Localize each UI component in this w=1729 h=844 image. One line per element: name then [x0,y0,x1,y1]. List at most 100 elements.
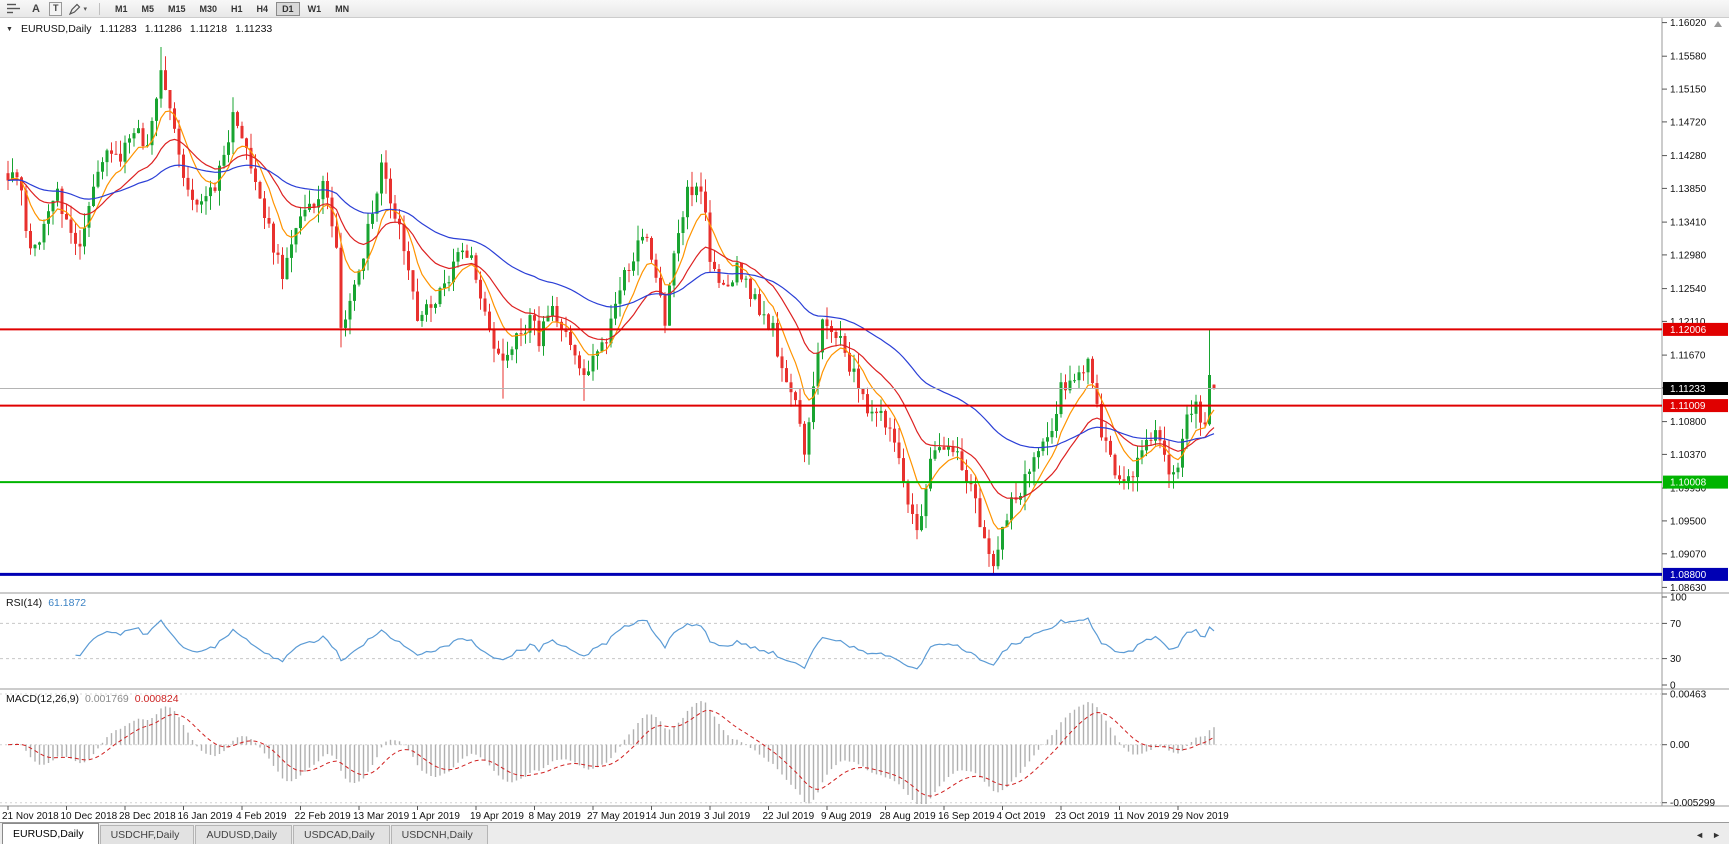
svg-text:1.12006: 1.12006 [1670,325,1707,336]
svg-text:4 Feb 2019: 4 Feb 2019 [236,811,287,822]
price-tag-1.08800: 1.08800 [1663,567,1728,581]
chevron-down-icon: ▾ [83,5,87,13]
svg-text:4 Oct 2019: 4 Oct 2019 [997,811,1046,822]
svg-text:16 Jan 2019: 16 Jan 2019 [178,811,233,822]
macd-label: MACD(12,26,9) 0.001769 0.000824 [6,693,179,705]
svg-text:1.11670: 1.11670 [1670,351,1706,362]
macd-signal-value: 0.000824 [134,693,179,705]
svg-text:1.12110: 1.12110 [1670,317,1706,328]
timeframe-button-m1[interactable]: M1 [109,2,134,16]
chart-tab-audusd[interactable]: AUDUSD,Daily [195,825,293,844]
svg-text:21 Nov 2018: 21 Nov 2018 [2,811,59,822]
svg-text:30: 30 [1670,654,1682,665]
svg-text:23 Oct 2019: 23 Oct 2019 [1055,811,1110,822]
svg-text:28 Dec 2018: 28 Dec 2018 [119,811,176,822]
tab-scroll-left-icon[interactable]: ◄ [1695,830,1705,840]
svg-text:1.15150: 1.15150 [1670,85,1707,96]
low-value: 1.11218 [189,23,228,35]
svg-text:1.13850: 1.13850 [1670,184,1707,195]
svg-text:28 Aug 2019: 28 Aug 2019 [880,811,937,822]
svg-text:8 May 2019: 8 May 2019 [529,811,582,822]
high-value: 1.11286 [144,23,182,35]
svg-text:14 Jun 2019: 14 Jun 2019 [646,811,701,822]
timeframe-button-mn[interactable]: MN [329,2,355,16]
svg-text:1.12540: 1.12540 [1670,284,1707,295]
timeframe-button-m15[interactable]: M15 [162,2,192,16]
svg-text:1.10800: 1.10800 [1670,417,1707,428]
timeframe-button-m30[interactable]: M30 [194,2,224,16]
svg-text:29 Nov 2019: 29 Nov 2019 [1172,811,1229,822]
svg-text:1.09930: 1.09930 [1670,484,1707,495]
svg-text:27 May 2019: 27 May 2019 [587,811,645,822]
macd-signal-line [7,709,1215,797]
chart-ohlc-label: ▼ EURUSD,Daily 1.11283 1.11286 1.11218 1… [6,23,272,35]
bid-price-tag: 1.11233 [1663,382,1728,395]
collapse-arrow-icon[interactable]: ▼ [6,25,13,33]
timeframe-button-w1[interactable]: W1 [302,2,328,16]
slow-ma-line[interactable] [7,164,1215,449]
price-tag-1.11009: 1.11009 [1663,399,1728,413]
svg-text:1.14720: 1.14720 [1670,117,1707,128]
macd-main-value: 0.001769 [84,693,129,705]
price-chart[interactable]: 1.16020 1.15580 1.15150 1.14720 1.14280 1.138… [0,18,1729,822]
svg-text:100: 100 [1670,593,1687,604]
chart-list-icon[interactable] [4,1,23,17]
chart-tab-usdcnh[interactable]: USDCNH,Daily [390,825,488,844]
macd-histogram [11,701,1215,804]
svg-text:0.00: 0.00 [1670,740,1690,751]
drawing-tools-button[interactable]: ▾ [66,1,90,17]
chart-tabs: EURUSD,Daily USDCHF,Daily AUDUSD,Daily USDC… [0,823,489,844]
tab-scroll-right-icon[interactable]: ► [1712,830,1721,840]
rsi-name: RSI(14) [6,597,43,609]
svg-text:1.08800: 1.08800 [1670,570,1707,581]
macd-name: MACD(12,26,9) [6,693,79,705]
timeframe-group: M1 M5 M15 M30 H1 H4 D1 W1 MN [109,1,355,16]
svg-text:1.08630: 1.08630 [1670,583,1707,594]
svg-text:0.00463: 0.00463 [1670,690,1707,701]
svg-text:1.11233: 1.11233 [1670,384,1706,395]
top-toolbar: A T ▾ M1 M5 M15 M30 H1 H4 D1 W1 MN [0,0,1729,18]
price-tag-1.12006: 1.12006 [1663,322,1728,336]
timeframe-button-h4[interactable]: H4 [251,2,275,16]
svg-text:1.14280: 1.14280 [1670,151,1707,162]
fast-ma-line[interactable] [7,110,1215,530]
macd-axis: 0.00463 0.00 -0.005299 [1662,690,1715,809]
svg-text:19 Apr 2019: 19 Apr 2019 [470,811,524,822]
svg-text:1.13410: 1.13410 [1670,218,1707,229]
chart-tab-bar: EURUSD,Daily USDCHF,Daily AUDUSD,Daily USDC… [0,822,1729,844]
svg-text:22 Feb 2019: 22 Feb 2019 [295,811,352,822]
time-axis[interactable]: 21 Nov 2018 10 Dec 2018 28 Dec 2018 16 Jan … [2,806,1229,822]
chart-tab-usdchf[interactable]: USDCHF,Daily [99,825,195,844]
open-value: 1.11283 [99,23,137,35]
svg-text:1.11009: 1.11009 [1670,401,1706,412]
svg-text:1.09070: 1.09070 [1670,549,1707,560]
svg-text:16 Sep 2019: 16 Sep 2019 [938,811,995,822]
svg-text:22 Jul 2019: 22 Jul 2019 [763,811,815,822]
svg-text:9 Aug 2019: 9 Aug 2019 [821,811,872,822]
chart-tab-eurusd[interactable]: EURUSD,Daily [2,823,99,844]
timeframe-button-h1[interactable]: H1 [225,2,249,16]
close-value: 1.11233 [235,23,273,35]
annotation-a-button[interactable]: A [27,1,45,17]
timeframe-button-m5[interactable]: M5 [135,2,160,16]
rsi-label: RSI(14) 61.1872 [6,597,86,609]
price-tag-1.10008: 1.10008 [1663,475,1728,489]
timeframe-button-d1[interactable]: D1 [276,1,300,16]
axis-scroll-up-icon[interactable] [1714,21,1722,27]
chart-tab-usdcad[interactable]: USDCAD,Daily [293,825,390,844]
chart-symbol-label: EURUSD,Daily [20,23,92,35]
svg-text:13 Mar 2019: 13 Mar 2019 [353,811,410,822]
svg-text:1.10008: 1.10008 [1670,478,1707,489]
svg-text:-0.005299: -0.005299 [1670,798,1715,809]
svg-text:3 Jul 2019: 3 Jul 2019 [704,811,751,822]
rsi-value: 61.1872 [48,597,87,609]
svg-text:10 Dec 2018: 10 Dec 2018 [61,811,118,822]
toolbar-separator [98,2,100,15]
svg-text:1.16020: 1.16020 [1670,18,1707,29]
rsi-axis: 100 70 30 0 [1662,593,1687,692]
text-tool-button[interactable]: T [48,1,63,16]
svg-text:1.12980: 1.12980 [1670,250,1707,261]
medium-ma-line[interactable] [7,138,1215,499]
svg-text:1.09500: 1.09500 [1670,516,1707,527]
